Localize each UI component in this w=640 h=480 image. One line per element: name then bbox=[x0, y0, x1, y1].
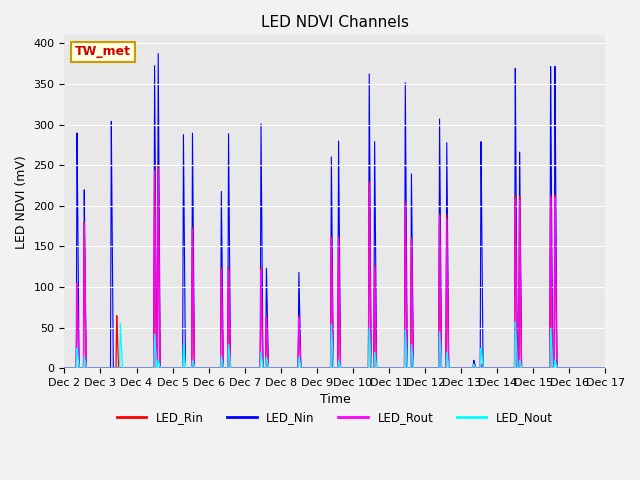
Text: TW_met: TW_met bbox=[76, 45, 131, 58]
Title: LED NDVI Channels: LED NDVI Channels bbox=[261, 15, 409, 30]
Legend: LED_Rin, LED_Nin, LED_Rout, LED_Nout: LED_Rin, LED_Nin, LED_Rout, LED_Nout bbox=[112, 407, 557, 429]
X-axis label: Time: Time bbox=[319, 394, 350, 407]
Y-axis label: LED NDVI (mV): LED NDVI (mV) bbox=[15, 155, 28, 249]
